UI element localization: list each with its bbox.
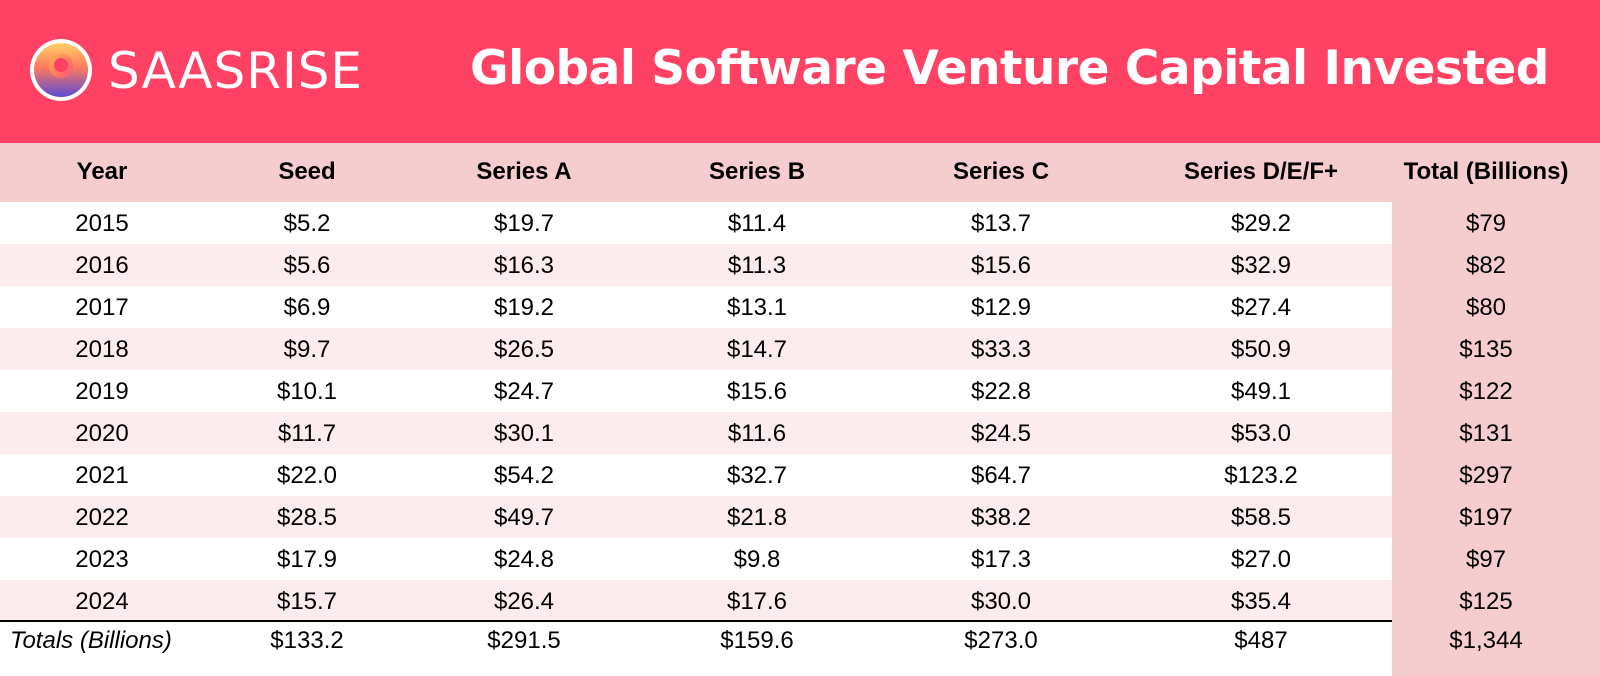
totals-cell: $159.6 xyxy=(720,627,794,654)
row-year: 2019 xyxy=(75,378,129,405)
row-year: 2018 xyxy=(75,336,129,363)
table-cell: $33.3 xyxy=(970,336,1032,363)
table-cell: $24.8 xyxy=(493,546,555,573)
table-cell: $197 xyxy=(1459,504,1513,531)
table-cell: $11.7 xyxy=(277,420,337,447)
table-cell: $28.5 xyxy=(276,504,338,531)
totals-cell: $291.5 xyxy=(487,627,561,654)
table-cell: $30.0 xyxy=(970,588,1032,615)
vc-table: Year Seed Series A Series B Series C Series D… xyxy=(0,143,1600,676)
table-cell: $9.8 xyxy=(733,546,781,573)
table-cell: $12.9 xyxy=(970,294,1032,321)
table-cell: $22.8 xyxy=(970,378,1032,405)
page-title: Global Software Venture Capital Invested xyxy=(470,41,1549,96)
column-header: Series A xyxy=(476,158,572,185)
table-cell: $19.7 xyxy=(493,210,555,237)
table-cell: $24.5 xyxy=(970,420,1032,447)
table-cell: $15.6 xyxy=(970,252,1032,279)
table-cell: $17.3 xyxy=(970,546,1032,573)
totals-label: Totals (Billions) xyxy=(10,627,172,654)
totals-cell: $273.0 xyxy=(964,627,1038,654)
column-header: Series D/E/F+ xyxy=(1183,158,1339,185)
totals-divider xyxy=(0,620,1392,622)
table-cell: $35.4 xyxy=(1230,588,1292,615)
row-year: 2023 xyxy=(75,546,129,573)
table-cell: $58.5 xyxy=(1230,504,1292,531)
table-cell: $122 xyxy=(1459,378,1513,405)
table-cell: $82 xyxy=(1465,252,1507,279)
table-cell: $15.6 xyxy=(726,378,788,405)
table-cell: $11.6 xyxy=(727,420,787,447)
table-cell: $135 xyxy=(1459,336,1513,363)
table-cell: $13.1 xyxy=(726,294,788,321)
table-cell: $97 xyxy=(1465,546,1507,573)
table-cell: $17.9 xyxy=(276,546,338,573)
row-band xyxy=(0,244,1392,286)
totals-cell: $487 xyxy=(1234,627,1288,654)
table-cell: $131 xyxy=(1459,420,1513,447)
brand-name: SAASRISE xyxy=(108,42,364,100)
column-header: Seed xyxy=(278,158,336,185)
table-cell: $5.6 xyxy=(283,252,331,279)
title-banner: SAASRISE Global Software Venture Capital… xyxy=(0,0,1600,143)
column-header: Total (Billions) xyxy=(1403,158,1569,185)
column-header: Series B xyxy=(708,158,806,185)
table-cell: $38.2 xyxy=(970,504,1032,531)
table-cell: $11.4 xyxy=(727,210,787,237)
column-header: Series C xyxy=(952,158,1050,185)
table-cell: $123.2 xyxy=(1224,462,1298,489)
table-cell: $5.2 xyxy=(283,210,331,237)
row-band xyxy=(0,412,1392,454)
row-year: 2022 xyxy=(75,504,129,531)
totals-cell: $1,344 xyxy=(1449,627,1523,654)
column-header: Year xyxy=(76,158,128,185)
table-cell: $80 xyxy=(1465,294,1507,321)
table-cell: $79 xyxy=(1465,210,1507,237)
sunrise-logo-icon xyxy=(30,39,92,101)
table-cell: $27.4 xyxy=(1230,294,1292,321)
table-cell: $53.0 xyxy=(1230,420,1292,447)
table-cell: $32.7 xyxy=(726,462,788,489)
table-cell: $32.9 xyxy=(1230,252,1292,279)
header-row-band xyxy=(0,143,1392,202)
row-year: 2016 xyxy=(75,252,129,279)
table-cell: $125 xyxy=(1459,588,1513,615)
table-cell: $10.1 xyxy=(276,378,338,405)
table-cell: $22.0 xyxy=(276,462,338,489)
table-cell: $14.7 xyxy=(726,336,788,363)
table-cell: $15.7 xyxy=(276,588,338,615)
table-cell: $11.3 xyxy=(727,252,787,279)
row-year: 2021 xyxy=(75,462,129,489)
row-band xyxy=(0,496,1392,538)
table-cell: $6.9 xyxy=(283,294,331,321)
table-cell: $50.9 xyxy=(1230,336,1292,363)
table-cell: $24.7 xyxy=(493,378,555,405)
row-year: 2024 xyxy=(75,588,129,615)
table-cell: $21.8 xyxy=(726,504,788,531)
table-cell: $26.5 xyxy=(493,336,555,363)
table-cell: $49.7 xyxy=(493,504,555,531)
total-column-band xyxy=(1392,143,1600,676)
table-cell: $29.2 xyxy=(1230,210,1292,237)
table-cell: $19.2 xyxy=(493,294,555,321)
table-cell: $27.0 xyxy=(1230,546,1292,573)
row-band xyxy=(0,328,1392,370)
row-band xyxy=(0,580,1392,622)
table-cell: $297 xyxy=(1459,462,1513,489)
table-cell: $49.1 xyxy=(1230,378,1292,405)
row-year: 2020 xyxy=(75,420,129,447)
table-cell: $16.3 xyxy=(493,252,555,279)
row-year: 2015 xyxy=(75,210,129,237)
table-cell: $26.4 xyxy=(493,588,555,615)
table-cell: $13.7 xyxy=(970,210,1032,237)
table-cell: $64.7 xyxy=(970,462,1032,489)
table-cell: $54.2 xyxy=(493,462,555,489)
row-year: 2017 xyxy=(75,294,129,321)
table-cell: $17.6 xyxy=(726,588,788,615)
table-cell: $9.7 xyxy=(283,336,331,363)
totals-cell: $133.2 xyxy=(270,627,344,654)
table-cell: $30.1 xyxy=(493,420,555,447)
